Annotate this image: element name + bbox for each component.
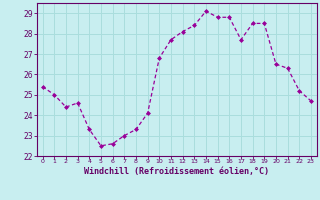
- X-axis label: Windchill (Refroidissement éolien,°C): Windchill (Refroidissement éolien,°C): [84, 167, 269, 176]
